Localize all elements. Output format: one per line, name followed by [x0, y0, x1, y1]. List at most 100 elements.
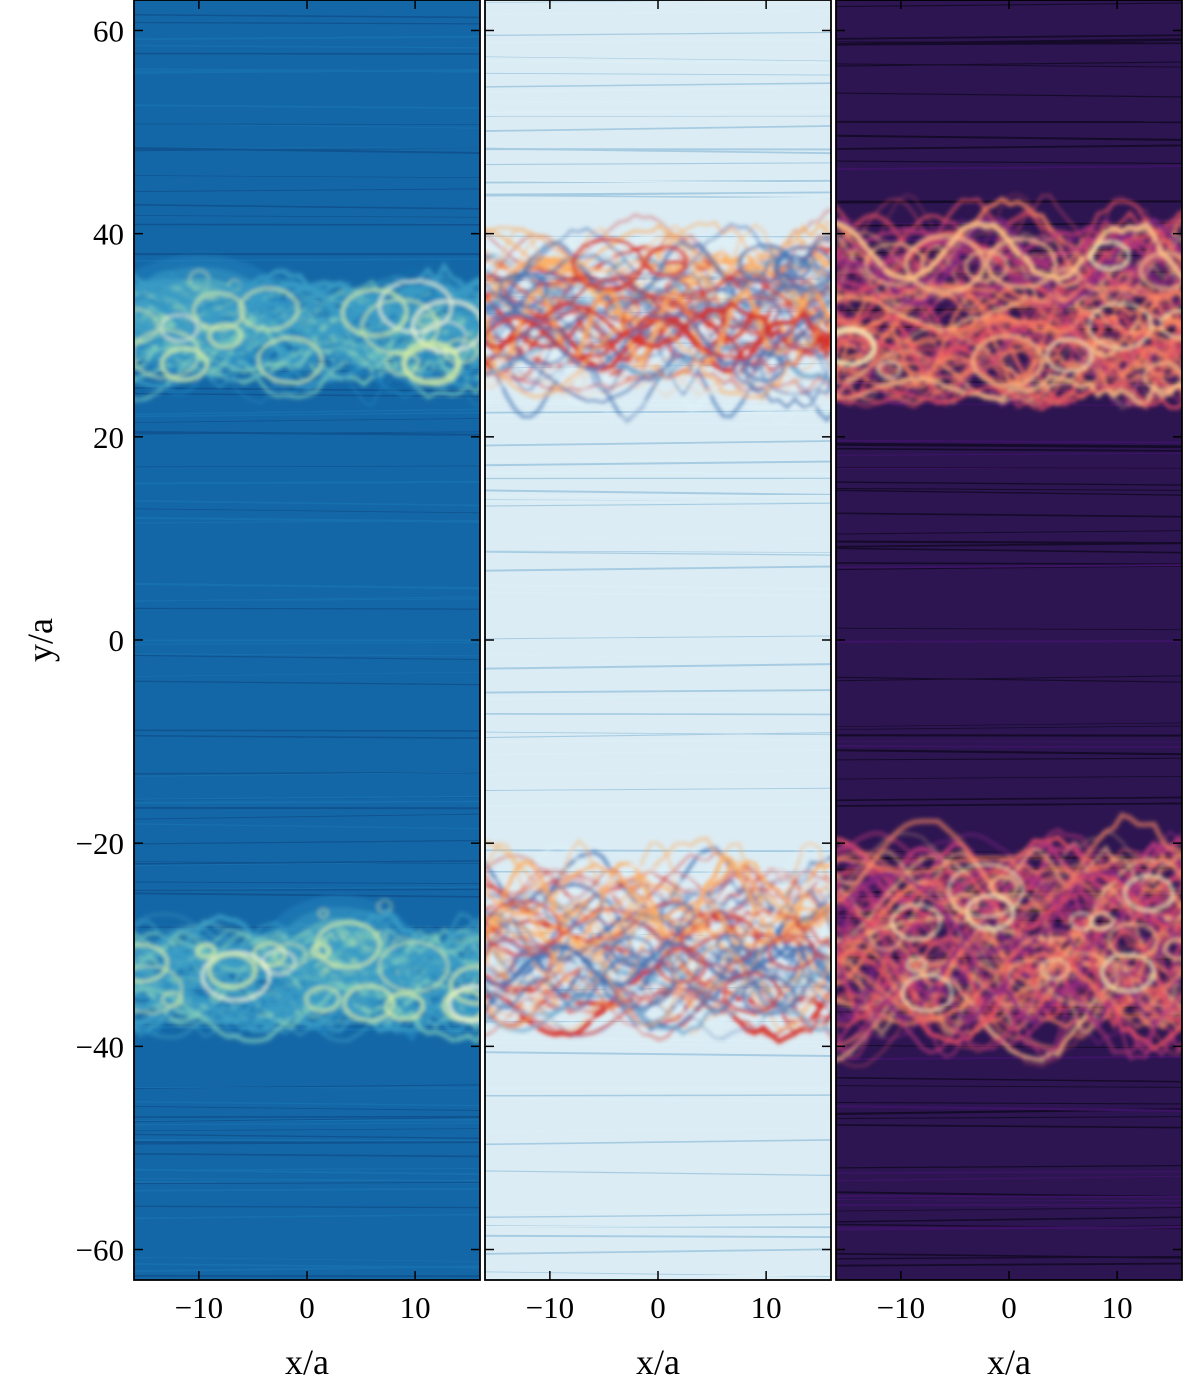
texture-streak: [134, 654, 480, 661]
eddy: [836, 337, 877, 373]
texture-streak: [134, 1101, 480, 1107]
eddy: [1054, 267, 1081, 287]
texture-streak: [134, 44, 480, 49]
eddy: [403, 344, 461, 387]
texture-streak: [485, 60, 831, 64]
eddy: [238, 287, 300, 331]
texture-streak: [836, 1199, 1182, 1202]
texture-streak: [134, 146, 480, 152]
texture-streak: [134, 147, 480, 154]
texture-streak: [836, 796, 1182, 802]
texture-streak: [836, 34, 1182, 40]
texture-streak: [134, 175, 480, 179]
x-axis-label: x/a: [285, 1342, 329, 1382]
eddy: [507, 273, 575, 322]
texture-streak: [836, 1203, 1182, 1207]
texture-streak: [836, 144, 1182, 150]
texture-streak: [485, 693, 831, 701]
eddy: [701, 309, 728, 330]
texture-streak: [134, 123, 480, 125]
x-tick-label: 10: [1102, 1290, 1133, 1325]
texture-streak: [134, 520, 480, 524]
texture-streak: [134, 1139, 480, 1143]
filament: [134, 941, 480, 977]
filament: [485, 222, 831, 288]
eddy: [134, 943, 169, 983]
texture-streak: [836, 92, 1182, 98]
filament: [485, 948, 831, 1018]
eddy: [1100, 952, 1156, 993]
eddy: [741, 975, 797, 1016]
texture-streak: [134, 881, 480, 885]
x-axis-label: x/a: [987, 1342, 1031, 1382]
texture-streak: [836, 1175, 1182, 1182]
texture-streak: [134, 839, 480, 845]
filament: [134, 281, 480, 318]
filament: [485, 985, 831, 1039]
texture-streak: [134, 418, 480, 423]
texture-streak: [485, 1041, 831, 1047]
texture-streak: [134, 671, 480, 677]
texture-streak: [485, 551, 831, 556]
eddy: [569, 975, 597, 997]
eddy: [950, 893, 979, 914]
eddy: [1090, 912, 1115, 931]
eddy: [485, 900, 562, 957]
x-axis-label: x/a: [636, 1342, 680, 1382]
texture-streak: [485, 56, 831, 62]
filament: [836, 937, 1182, 1000]
texture-streak: [836, 757, 1182, 761]
filament: [134, 353, 480, 386]
texture-streak: [134, 203, 480, 210]
eddy: [160, 346, 209, 382]
eddy: [1163, 938, 1182, 961]
eddy: [192, 292, 245, 331]
texture-streak: [134, 1256, 480, 1262]
x-tick-label: −10: [877, 1290, 925, 1325]
texture-streak: [836, 1207, 1182, 1212]
filament: [485, 307, 831, 361]
eddy: [1139, 251, 1182, 291]
texture-streak: [836, 452, 1182, 456]
texture-streak: [134, 860, 480, 865]
texture-streak: [485, 502, 831, 507]
texture-streak: [485, 489, 831, 496]
eddy: [901, 919, 934, 943]
texture-streak: [485, 663, 831, 670]
texture-streak: [485, 191, 831, 196]
texture-streak: [134, 582, 480, 590]
filament: [134, 980, 480, 1045]
texture-streak: [836, 134, 1182, 141]
eddy: [1137, 290, 1182, 343]
texture-streak: [134, 480, 480, 485]
texture-streak: [836, 775, 1182, 780]
eddy: [773, 245, 831, 291]
eddy: [134, 329, 200, 379]
texture-streak: [134, 1177, 480, 1182]
eddy: [1092, 338, 1118, 358]
texture-streak: [134, 1141, 480, 1145]
filament: [836, 297, 1182, 376]
texture-streak: [134, 1122, 480, 1126]
texture-streak: [134, 431, 480, 436]
filament: [485, 228, 831, 307]
texture-streak: [485, 459, 831, 462]
eddy: [1123, 874, 1175, 912]
eddy: [1045, 952, 1119, 1006]
texture-streak: [134, 1133, 480, 1139]
eddy: [664, 278, 689, 296]
y-axis: −60 −40 −20 0 20 40 60: [76, 13, 124, 1267]
filament: [836, 339, 1182, 410]
filament: [836, 330, 1182, 408]
texture-streak: [836, 1262, 1182, 1267]
texture-streak: [836, 749, 1182, 756]
eddy: [1040, 958, 1070, 980]
texture-streak: [836, 1226, 1182, 1231]
eddy: [201, 951, 271, 1002]
texture-streak: [134, 21, 480, 25]
texture-streak: [485, 689, 831, 694]
filament: [134, 959, 480, 1011]
eddy: [384, 991, 425, 1022]
x-tick-label: −10: [175, 1290, 223, 1325]
filament: [134, 973, 480, 1028]
